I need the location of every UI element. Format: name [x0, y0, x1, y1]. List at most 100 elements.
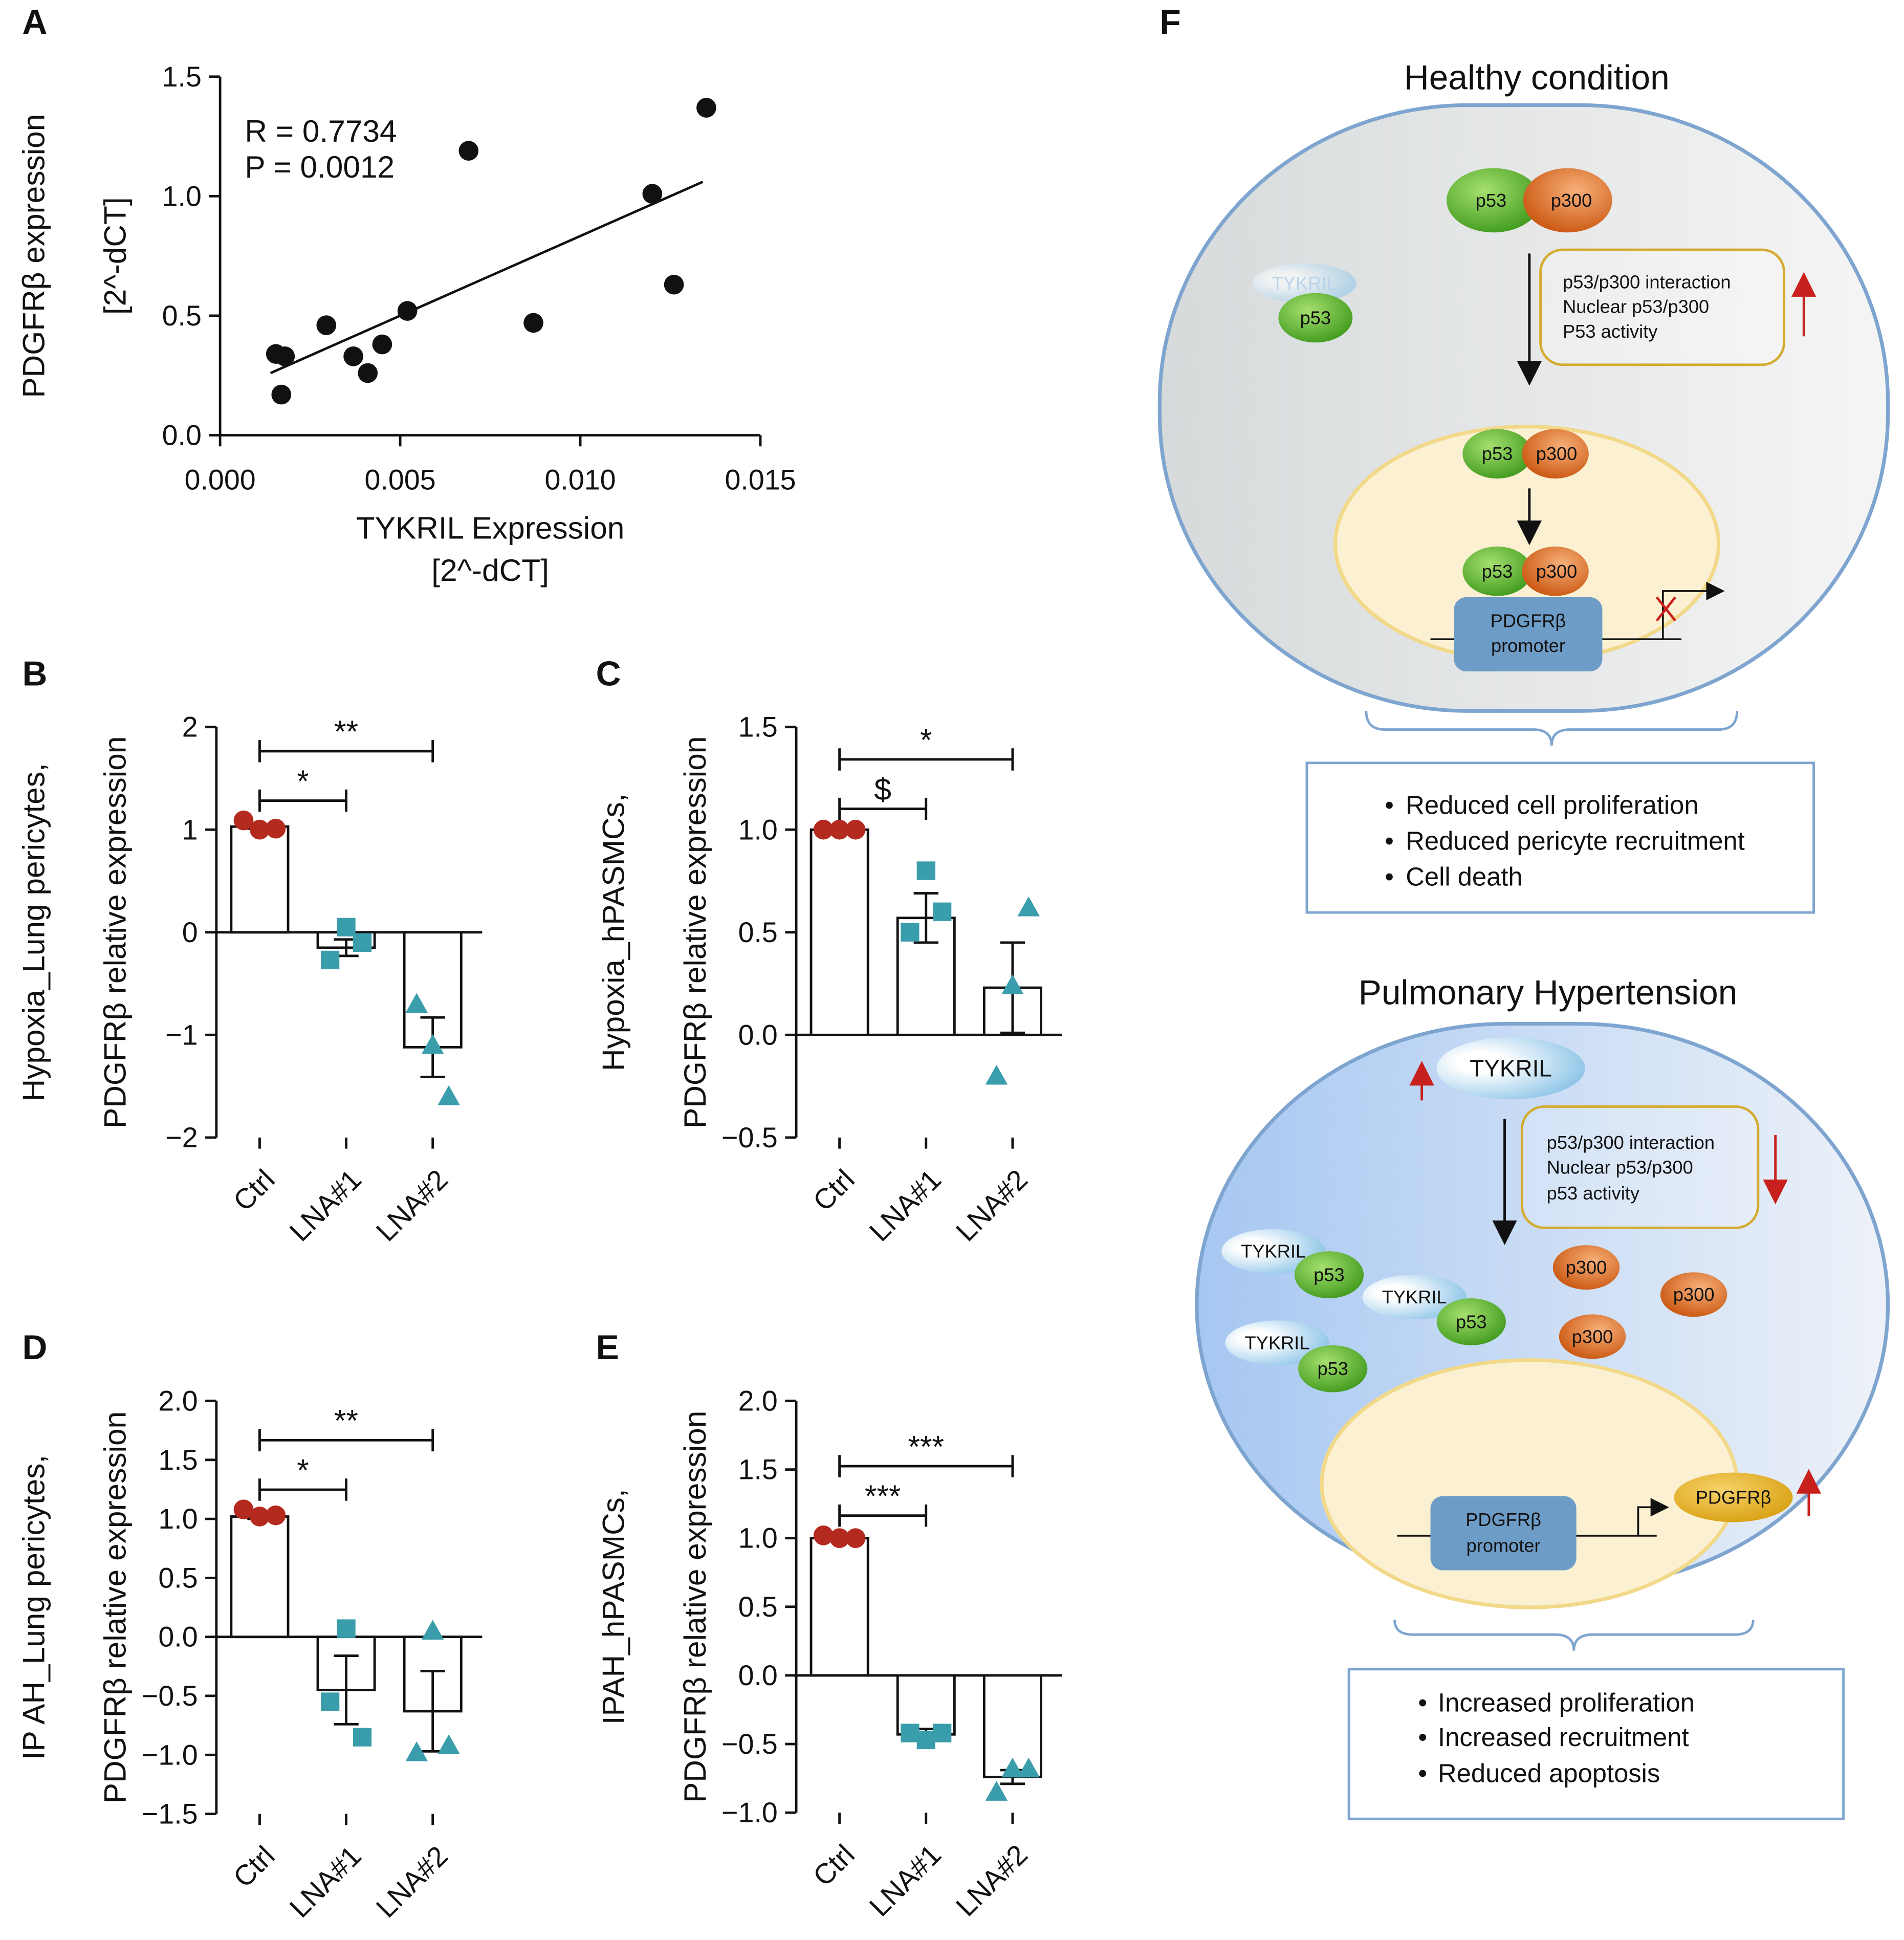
x-tick-label: Ctrl	[807, 1163, 861, 1217]
x-tick-label: 0.015	[725, 464, 796, 495]
y-tick-label: 1.5	[738, 1454, 778, 1486]
significance-label: **	[334, 1403, 358, 1438]
x-tick-label: 0.000	[185, 464, 256, 495]
point	[664, 274, 684, 295]
lncrna-label: TYKRIL	[1382, 1287, 1447, 1307]
lncrna-label: TYKRIL	[1272, 273, 1337, 294]
x-tick-label: LNA#2	[370, 1840, 454, 1924]
outcome: Increased proliferation	[1438, 1688, 1695, 1717]
effect: p53/p300 interaction	[1563, 271, 1731, 292]
point	[845, 819, 866, 840]
protein-label: p300	[1536, 561, 1578, 582]
point	[813, 819, 834, 840]
annotation: R = 0.7734	[245, 114, 397, 148]
promoter	[1454, 597, 1603, 671]
effect: Nuclear p53/p300	[1563, 296, 1709, 317]
y-axis-label: PDGFRβ expression	[16, 114, 51, 398]
protein-label: p300	[1673, 1284, 1715, 1305]
point	[358, 363, 378, 383]
significance-bracket	[258, 789, 347, 812]
brace	[1365, 711, 1739, 746]
significance-bracket	[258, 1478, 347, 1501]
outcome: Cell death	[1406, 862, 1522, 891]
point	[1017, 1757, 1040, 1778]
point	[353, 933, 372, 952]
point	[933, 1724, 952, 1742]
point	[813, 1525, 834, 1545]
protein	[1522, 429, 1589, 479]
significance-label: **	[334, 714, 358, 749]
protein-label: PDGFRβ	[1696, 1487, 1771, 1508]
protein	[1552, 1245, 1620, 1290]
bullet: •	[1418, 1688, 1427, 1717]
point	[1001, 1757, 1024, 1778]
bar	[809, 828, 869, 1036]
point	[397, 301, 418, 321]
point	[250, 1507, 270, 1527]
block	[1655, 596, 1676, 622]
x-tick-label: LNA#1	[283, 1163, 367, 1247]
x-axis-label: [2^-dCT]	[431, 553, 549, 587]
point	[916, 1730, 935, 1750]
promoter-label: promoter	[1467, 1535, 1541, 1556]
promoter-label: PDGFRβ	[1465, 1509, 1541, 1530]
point	[250, 819, 270, 840]
diagram-title: Healthy condition	[1404, 59, 1670, 97]
y-tick-label: 1	[182, 814, 198, 845]
point	[1017, 896, 1040, 917]
trend-line	[270, 181, 704, 375]
y-tick-label: −0.5	[721, 1122, 778, 1153]
panel-label: A	[23, 3, 48, 41]
effect: p53 activity	[1547, 1183, 1640, 1204]
effect: Nuclear p53/p300	[1547, 1157, 1693, 1178]
protein	[1523, 168, 1612, 233]
complex: TYKRIL p53 TYKRIL p53 TYKRIL p53	[1221, 1229, 1506, 1392]
protein	[1446, 168, 1541, 233]
x-tick-label: 0.010	[545, 464, 616, 495]
point	[321, 1692, 340, 1711]
protein	[1462, 429, 1532, 479]
point	[642, 184, 663, 204]
panel-label: F	[1159, 3, 1180, 41]
diagram: F Healthy condition p53 p300 TYKRIL p53 …	[1157, 3, 1890, 1820]
error-bar	[913, 892, 938, 944]
significance-bracket	[838, 1504, 928, 1527]
annotation: P = 0.0012	[245, 149, 395, 184]
significance-label: *	[920, 722, 932, 757]
point	[437, 1085, 460, 1105]
significance-bracket	[838, 1455, 1014, 1477]
protein-label: p53	[1482, 561, 1513, 582]
point	[458, 141, 479, 161]
x-tick-label: LNA#2	[370, 1163, 454, 1247]
error-bar	[334, 1654, 359, 1726]
outcome: Reduced cell proliferation	[1406, 790, 1698, 819]
point	[405, 993, 428, 1013]
significance-label: *	[297, 1452, 309, 1487]
y-axis-label: [2^-dCT]	[98, 197, 133, 315]
x-tick-label: LNA#1	[863, 1163, 947, 1247]
bullet: •	[1418, 1758, 1427, 1788]
point	[353, 1728, 372, 1747]
x-tick-label: Ctrl	[227, 1840, 281, 1893]
y-tick-label: 0.0	[162, 419, 202, 451]
point	[421, 1034, 444, 1054]
significance-label: ***	[865, 1478, 901, 1513]
point	[321, 950, 340, 970]
outcome: Reduced pericyte recruitment	[1406, 826, 1744, 856]
protein-label: p53	[1300, 307, 1331, 328]
y-tick-label: 0.0	[158, 1621, 198, 1653]
bar	[230, 1515, 290, 1639]
y-axis-label: IPAH_hPASMCs,	[596, 1489, 630, 1725]
y-tick-label: 0.0	[738, 1019, 778, 1051]
y-tick-label: −1.5	[142, 1798, 198, 1830]
y-axis-label: PDGFRβ relative expression	[677, 736, 712, 1128]
x-tick-label: LNA#1	[863, 1839, 947, 1923]
transcription	[1661, 581, 1725, 640]
panel-label: D	[23, 1328, 48, 1367]
bullet: •	[1385, 826, 1394, 856]
lncrna	[1436, 1037, 1585, 1099]
point	[233, 810, 254, 831]
lncrna	[1225, 1320, 1329, 1365]
point	[337, 918, 356, 936]
